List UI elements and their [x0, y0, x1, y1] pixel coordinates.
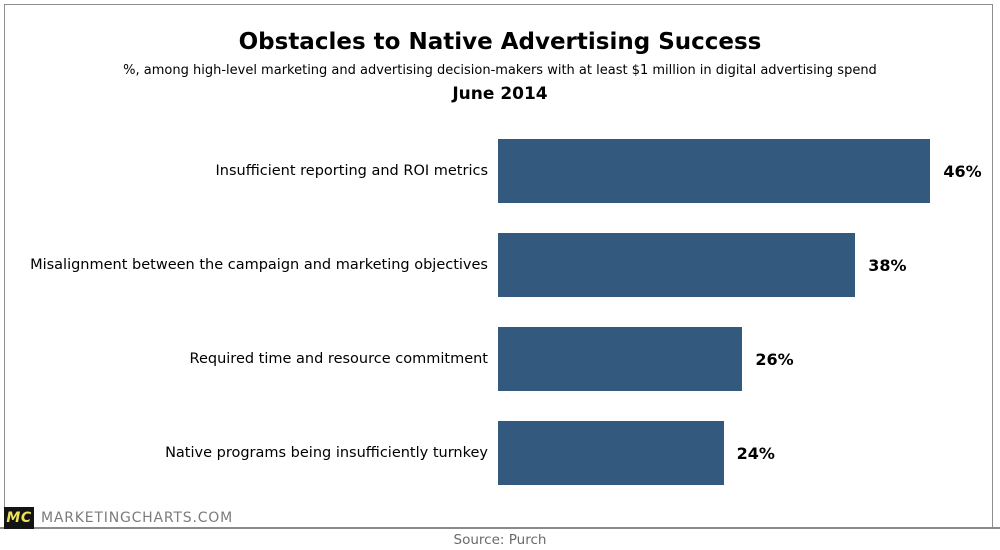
bar	[498, 421, 724, 485]
bar-value-label: 24%	[736, 443, 775, 463]
bar-category-label: Misalignment between the campaign and ma…	[30, 257, 488, 273]
chart-title: Obstacles to Native Advertising Success	[238, 29, 762, 55]
brand-text: MARKETINGCHARTS.COM	[41, 510, 233, 526]
bar-category-label: Native programs being insufficiently tur…	[165, 445, 488, 461]
bar-row: Required time and resource commitment 26%	[0, 327, 1000, 391]
bar	[498, 327, 743, 391]
bar-value-label: 46%	[943, 161, 982, 181]
footer-divider	[0, 527, 1000, 529]
chart-period: June 2014	[452, 84, 548, 104]
chart-subtitle: %, among high-level marketing and advert…	[123, 63, 877, 78]
bar-row: Insufficient reporting and ROI metrics 46…	[0, 139, 1000, 203]
source-credit: Source: Purch	[453, 532, 547, 548]
bar-category-label: Insufficient reporting and ROI metrics	[215, 163, 488, 179]
bar-category-label: Required time and resource commitment	[189, 351, 488, 367]
bar-value-label: 26%	[755, 349, 794, 369]
marketingcharts-logo: MC	[4, 507, 34, 529]
bar	[498, 139, 931, 203]
bar-value-label: 38%	[868, 255, 907, 275]
bar-row: Misalignment between the campaign and ma…	[0, 233, 1000, 297]
bar-row: Native programs being insufficiently tur…	[0, 421, 1000, 485]
bar-rows: Insufficient reporting and ROI metrics 46…	[0, 139, 1000, 515]
chart-frame	[4, 4, 993, 527]
bar	[498, 233, 856, 297]
